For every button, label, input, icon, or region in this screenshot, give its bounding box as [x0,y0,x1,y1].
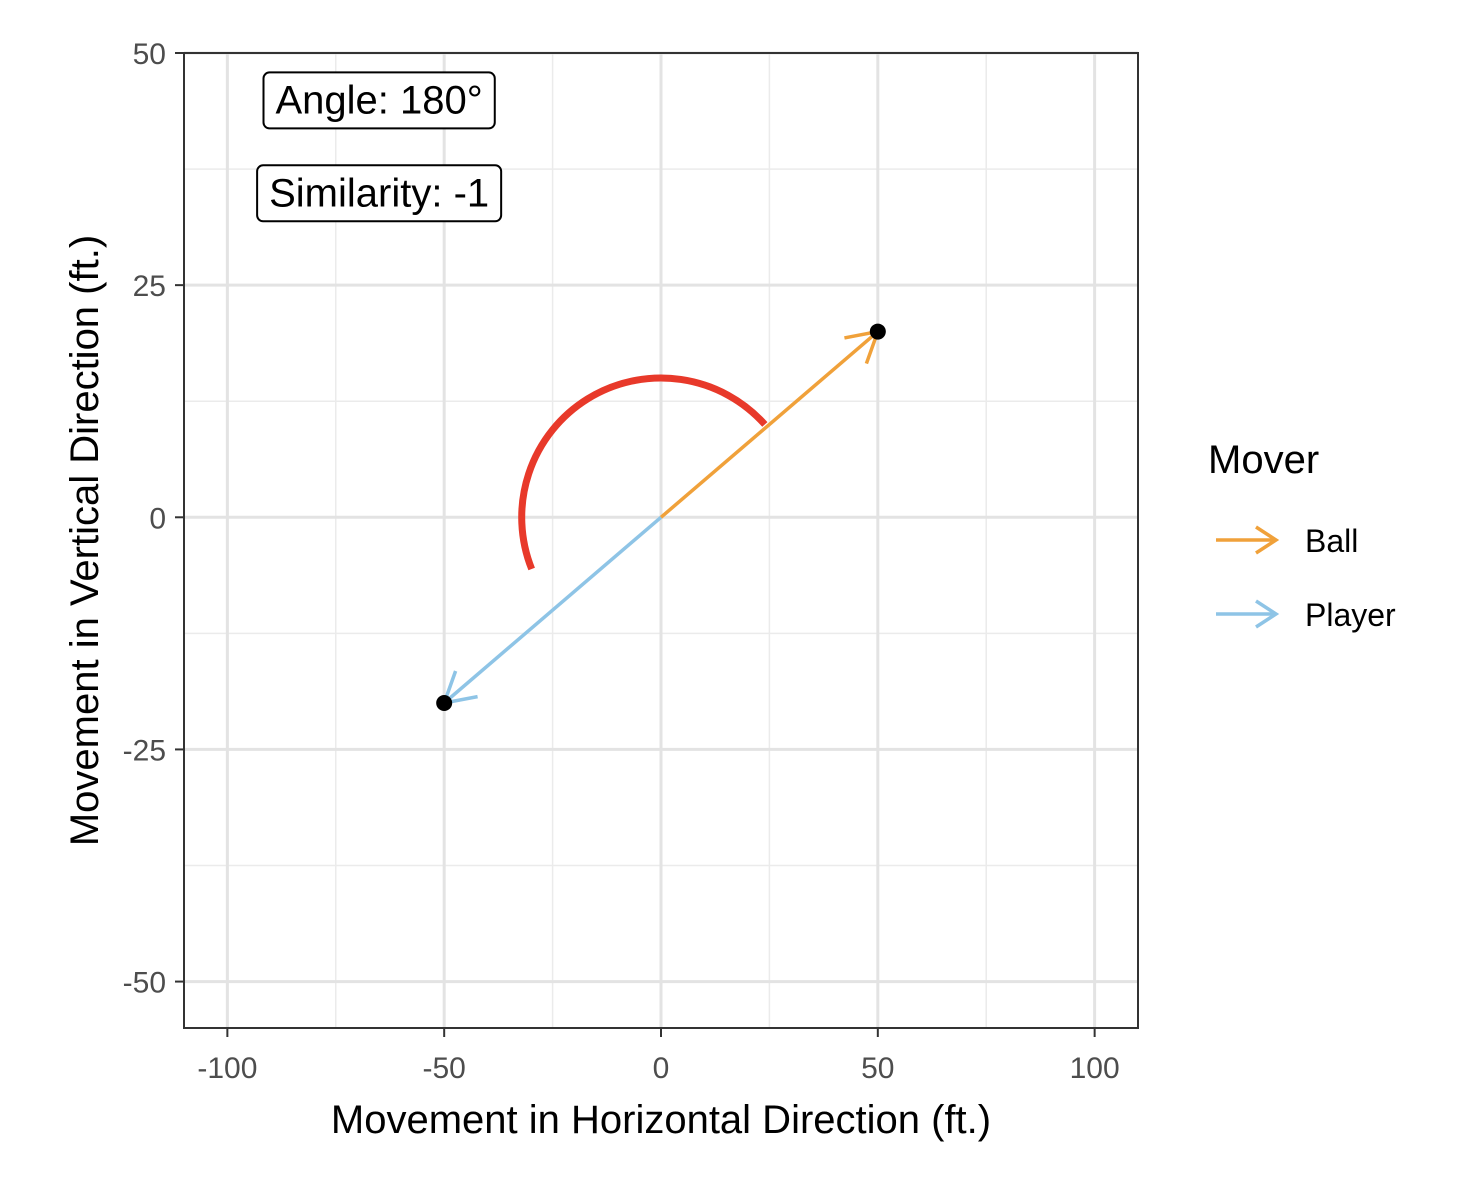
y-tick-label: -50 [123,967,166,1000]
ball-arrow-line [659,330,879,519]
legend: Mover Ball Player [1208,438,1396,633]
endpoint-marker [436,695,453,711]
y-tick-label: 0 [149,502,166,535]
legend-label-player: Player [1305,597,1396,633]
legend-key-ball-head [1255,525,1280,555]
angle-arc [518,374,768,571]
legend-label-ball: Ball [1305,523,1358,559]
x-tick-label: -50 [423,1052,466,1085]
axis-ticks: -100 -50 0 50 100 50 25 0 -25 -50 [123,38,1120,1085]
plot-marks [436,323,886,711]
x-axis-title: Movement in Horizontal Direction (ft.) [331,1098,991,1142]
annotation-box [256,164,503,223]
legend-key-player-head [1255,599,1280,629]
x-tick-label: 0 [653,1052,670,1085]
player-arrow-line [443,515,663,705]
y-axis-title: Movement in Vertical Direction (ft.) [63,235,107,846]
x-tick-label: -100 [197,1052,257,1085]
annotation-label: Angle: 180° [262,71,496,130]
annotation-label: Similarity: -1 [256,164,503,223]
x-tick-label: 50 [861,1052,894,1085]
y-tick-label: -25 [123,734,166,767]
y-tick-label: 50 [133,38,166,71]
y-tick-label: 25 [133,270,166,303]
endpoint-marker [869,323,886,340]
annotations: Angle: 180° Similarity: -1 [256,71,503,223]
annotation-box [262,71,496,130]
legend-title: Mover [1208,438,1319,482]
x-tick-label: 100 [1070,1052,1120,1085]
annotation-text: Angle: 180° [276,78,483,122]
annotation-text: Similarity: -1 [269,171,489,215]
